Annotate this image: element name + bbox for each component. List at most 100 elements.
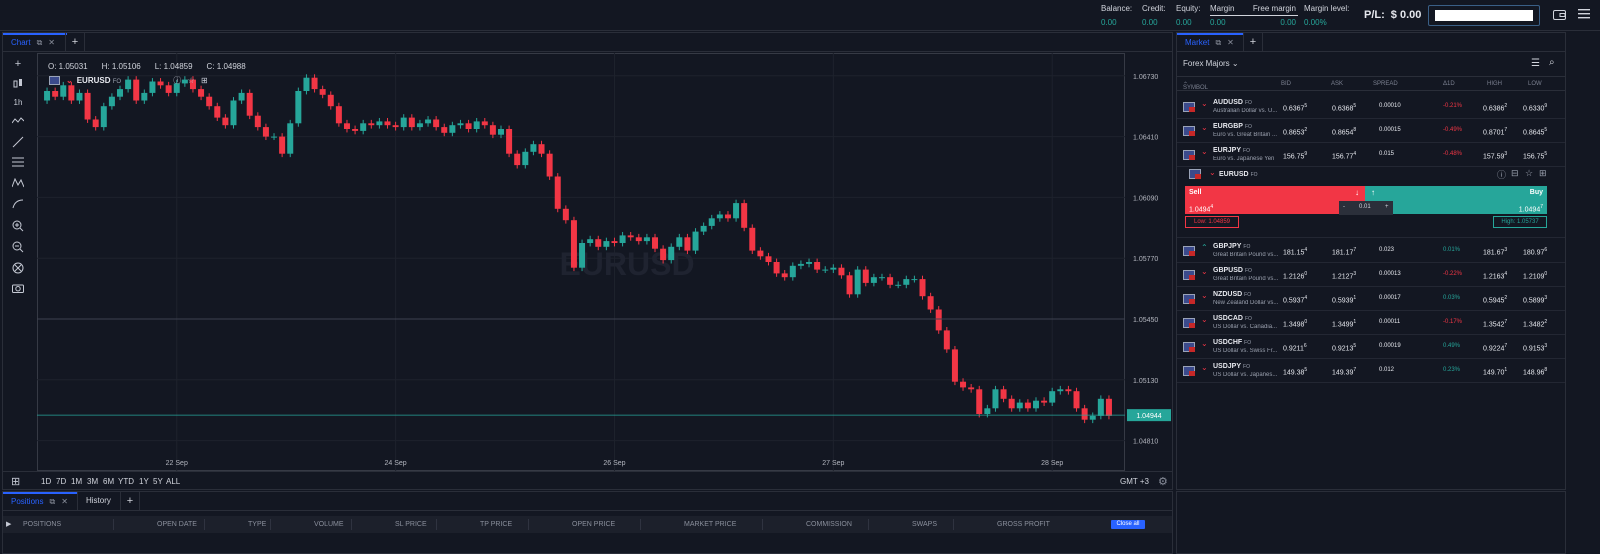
col-gross-profit[interactable]: GROSS PROFIT [997, 521, 1050, 528]
trendline-icon[interactable] [10, 136, 26, 150]
col-volume[interactable]: VOLUME [314, 521, 344, 528]
settings-gear-icon[interactable]: ⚙ [1158, 476, 1168, 488]
price-axis[interactable]: 1.06730 1.06410 1.06090 1.05770 1.05450 1.051… [1127, 74, 1171, 446]
col-commission[interactable]: COMMISSION [806, 521, 852, 528]
market-row-gbpjpy[interactable]: ⌃ GBPJPY FO Great Britain Pound vs... 181.15… [1177, 239, 1565, 263]
add-box-icon[interactable]: ⊞ [200, 76, 208, 85]
buy-button[interactable]: ↑ Buy 1.04947 [1365, 186, 1547, 214]
brush-icon[interactable] [10, 199, 26, 213]
zoom-in-icon[interactable] [10, 220, 26, 234]
col-ask[interactable]: ASK [1331, 81, 1344, 87]
zoom-out-icon[interactable] [10, 241, 26, 255]
chart-area[interactable]: EURUSD 1.06730 1.06410 1.06090 1.05770 1.054… [37, 53, 1174, 471]
market-row-usdchf[interactable]: ⌄ USDCHF FO US Dollar vs. Swiss Fr... 0.9211… [1177, 335, 1565, 359]
popout-icon[interactable]: ⧉ [1215, 38, 1222, 47]
market-row-gbpusd[interactable]: ⌄ GBPUSD FO Great Britain Pound vs... 1.2126… [1177, 263, 1565, 287]
col-swaps[interactable]: SWAPS [912, 521, 938, 528]
timeframe-5y[interactable]: 5Y [153, 477, 163, 486]
qty-plus-button[interactable]: + [1385, 204, 1389, 210]
close-all-button[interactable]: Close all [1111, 520, 1145, 529]
col-type[interactable]: TYPE [248, 521, 267, 528]
chevron-down-icon[interactable]: ⌄ [1209, 168, 1216, 177]
pattern-icon[interactable] [10, 177, 26, 192]
tab-market[interactable]: Market ⧉ ✕ [1177, 33, 1243, 52]
qty-minus-button[interactable]: - [1343, 204, 1345, 210]
timeframe-all[interactable]: ALL [166, 477, 181, 486]
chart-icon[interactable]: ⊟ [1511, 168, 1519, 178]
timeframe-1y[interactable]: 1Y [139, 477, 149, 486]
timeframe-1d[interactable]: 1D [41, 477, 52, 486]
chevron-up-icon[interactable]: ⌃ [1201, 243, 1208, 252]
candlestick-chart[interactable]: EURUSD 1.067301.064101.060901.057701.054… [37, 53, 1174, 471]
popout-icon[interactable]: ⧉ [36, 38, 43, 47]
col-market-price[interactable]: MARKET PRICE [684, 521, 737, 528]
search-icon[interactable]: ⌕ [1549, 57, 1555, 68]
tab-chart[interactable]: Chart ⧉ ✕ [3, 33, 67, 52]
timeframe-6m[interactable]: 6M [103, 477, 115, 486]
expanded-row-eurusd[interactable]: ⌄ EURUSD FO ⓘ ⊟ ☆ ⊞ Sell ↓ 1.04944 ↑ Buy … [1177, 166, 1565, 238]
timezone-label[interactable]: GMT +3 [1120, 477, 1149, 486]
reset-icon[interactable] [10, 262, 26, 276]
star-icon[interactable]: ☆ [1525, 168, 1534, 178]
tab-positions[interactable]: Positions ⧉ ✕ [3, 492, 77, 511]
col-change[interactable]: Δ1D [1443, 81, 1455, 87]
chevron-down-icon[interactable]: ⌄ [66, 76, 73, 85]
interval-button[interactable]: 1h [13, 98, 23, 107]
col-tp-price[interactable]: TP PRICE [480, 521, 513, 528]
layout-grid-icon[interactable]: ⊞ [11, 476, 21, 488]
market-row-audusd[interactable]: ⌄ AUDUSD FO Australian Dollar vs. U... 0.636… [1177, 95, 1565, 119]
col-low[interactable]: LOW [1528, 81, 1542, 87]
fib-icon[interactable] [10, 157, 26, 171]
timeframe-1m[interactable]: 1M [71, 477, 83, 486]
chevron-down-icon[interactable]: ⌄ [1201, 267, 1208, 276]
col-spread[interactable]: SPREAD [1373, 81, 1398, 87]
info-icon[interactable]: ⓘ [1497, 170, 1507, 180]
market-row-usdjpy[interactable]: ⌄ USDJPY FO US Dollar vs. Japanes... 149.385… [1177, 359, 1565, 383]
tab-history[interactable]: History [77, 492, 121, 511]
col-open-price[interactable]: OPEN PRICE [572, 521, 616, 528]
chevron-down-icon[interactable]: ⌄ [1201, 99, 1208, 108]
add-tab-button[interactable]: + [65, 33, 85, 52]
timeframe-ytd[interactable]: YTD [118, 477, 134, 486]
indicators-icon[interactable] [10, 115, 26, 129]
col-open-date[interactable]: OPEN DATE [157, 521, 197, 528]
chevron-down-icon[interactable]: ⌄ [1201, 315, 1208, 324]
info-icon[interactable]: ⓘ [173, 76, 182, 85]
wallet-icon[interactable] [1553, 9, 1566, 20]
col-bid[interactable]: BID [1281, 81, 1292, 87]
close-icon[interactable]: ✕ [48, 38, 55, 47]
chevron-down-icon[interactable]: ⌄ [1201, 339, 1208, 348]
col-positions[interactable]: POSITIONS [23, 521, 62, 528]
star-icon[interactable]: ☆ [187, 76, 195, 85]
list-view-icon[interactable]: ☰ [1531, 58, 1540, 69]
market-row-nzdusd[interactable]: ⌄ NZDUSD FO New Zealand Dollar vs... 0.59374… [1177, 287, 1565, 311]
market-row-eurjpy[interactable]: ⌄ EURJPY FO Euro vs. Japanese Yen 156.759 156… [1177, 143, 1565, 167]
menu-icon[interactable] [1578, 9, 1591, 20]
chevron-down-icon[interactable]: ⌄ [1201, 123, 1208, 132]
market-row-usdcad[interactable]: ⌄ USDCAD FO US Dollar vs. Canadia... 1.34980… [1177, 311, 1565, 335]
account-selector[interactable] [1428, 5, 1540, 26]
close-icon[interactable]: ✕ [1227, 38, 1234, 47]
sell-button[interactable]: Sell ↓ 1.04944 [1185, 186, 1365, 214]
time-axis[interactable]: 22 Sep 24 Sep 26 Sep 27 Sep 28 Sep [166, 460, 1064, 467]
timeframe-7d[interactable]: 7D [56, 477, 67, 486]
more-icon[interactable]: ⊞ [1539, 168, 1547, 178]
market-row-eurgbp[interactable]: ⌄ EURGBP FO Euro vs. Great Britain ... 0.865… [1177, 119, 1565, 143]
camera-icon[interactable] [10, 283, 26, 297]
chevron-down-icon[interactable]: ⌄ [1201, 363, 1208, 372]
candle-type-icon[interactable] [10, 78, 26, 92]
chevron-down-icon[interactable]: ⌄ [1201, 147, 1208, 156]
popout-icon[interactable]: ⧉ [49, 497, 56, 506]
qty-value[interactable]: 0.01 [1359, 204, 1371, 210]
timeframe-3m[interactable]: 3M [87, 477, 99, 486]
expand-icon[interactable]: ▶ [6, 521, 12, 528]
close-icon[interactable]: ✕ [61, 497, 68, 506]
quantity-stepper[interactable]: - 0.01 + [1339, 201, 1393, 215]
add-tab-button[interactable]: + [1243, 33, 1263, 52]
chevron-down-icon[interactable]: ⌄ [1201, 291, 1208, 300]
add-tab-button[interactable]: + [120, 492, 140, 511]
col-symbol[interactable]: SYMBOL ⌃ [1183, 82, 1209, 91]
market-filter-dropdown[interactable]: Forex Majors ⌄ [1183, 59, 1239, 68]
col-high[interactable]: HIGH [1487, 81, 1502, 87]
col-sl-price[interactable]: SL PRICE [395, 521, 427, 528]
